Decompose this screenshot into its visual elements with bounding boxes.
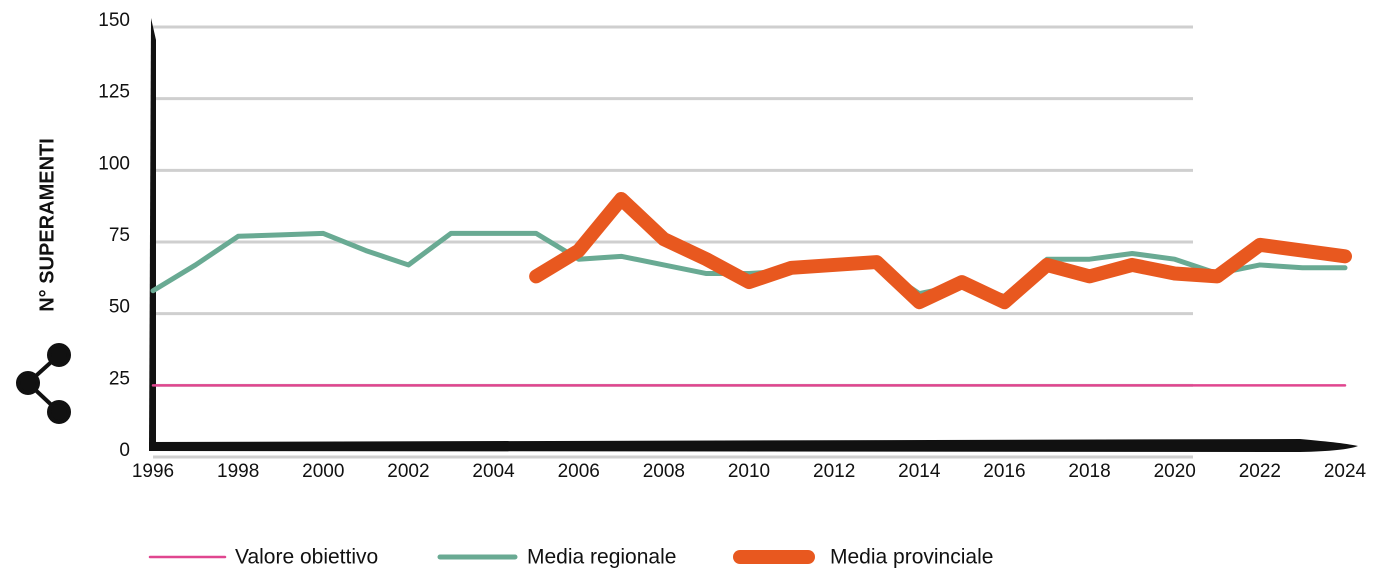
y-axis xyxy=(149,18,156,449)
x-tick-label: 1996 xyxy=(132,461,174,482)
y-tick-label: 150 xyxy=(98,10,130,31)
series-line xyxy=(150,230,1348,299)
x-tick-label: 2002 xyxy=(387,461,429,482)
share-icon xyxy=(16,343,71,424)
x-tick-label: 2006 xyxy=(558,461,600,482)
legend-label: Media regionale xyxy=(527,546,676,569)
x-tick-label: 2024 xyxy=(1324,461,1367,482)
y-tick-label: 125 xyxy=(98,82,130,103)
x-tick-label: 2020 xyxy=(1154,461,1196,482)
y-tick-label: 100 xyxy=(98,153,130,174)
x-tick-label: 2016 xyxy=(983,461,1025,482)
x-tick-label: 2000 xyxy=(302,461,344,482)
x-axis xyxy=(149,439,1358,452)
x-tick-label: 2018 xyxy=(1068,461,1110,482)
x-tick-label: 2012 xyxy=(813,461,855,482)
x-tick-label: 2008 xyxy=(643,461,685,482)
x-tick-label: 2004 xyxy=(472,461,515,482)
y-tick-label: 75 xyxy=(109,225,130,246)
x-tick-label: 1998 xyxy=(217,461,259,482)
legend-label: Valore obiettivo xyxy=(235,546,378,569)
x-tick-label: 2010 xyxy=(728,461,770,482)
y-axis-label: N° SUPERAMENTI xyxy=(36,138,58,312)
y-tick-label: 25 xyxy=(109,368,130,389)
y-tick-label: 50 xyxy=(109,297,130,318)
x-tick-label: 2022 xyxy=(1239,461,1281,482)
series-line xyxy=(529,192,1352,310)
y-tick-label: 0 xyxy=(119,440,130,461)
x-tick-label: 2014 xyxy=(898,461,941,482)
legend-label: Media provinciale xyxy=(830,546,993,569)
